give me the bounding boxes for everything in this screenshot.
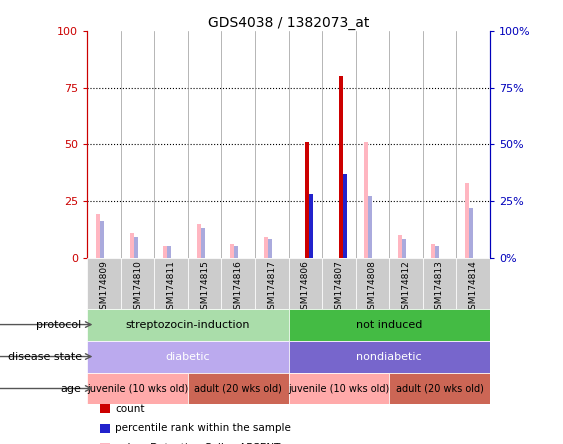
Bar [100, 443, 110, 444]
Text: adult (20 wks old): adult (20 wks old) [194, 384, 282, 393]
Bar [456, 31, 490, 258]
Bar [121, 258, 154, 309]
Bar [87, 373, 188, 404]
Text: nondiabetic: nondiabetic [356, 352, 422, 361]
Bar [200, 228, 205, 258]
Text: GSM174811: GSM174811 [167, 260, 176, 315]
Bar [435, 246, 440, 258]
Bar [289, 31, 322, 258]
Bar [339, 76, 343, 258]
Bar [398, 235, 402, 258]
Bar [255, 31, 289, 258]
Bar [322, 258, 356, 309]
Bar [100, 404, 110, 413]
Bar [230, 244, 234, 258]
Bar [133, 237, 137, 258]
Bar [368, 196, 372, 258]
Bar [431, 244, 435, 258]
Text: protocol: protocol [37, 320, 82, 329]
Title: GDS4038 / 1382073_at: GDS4038 / 1382073_at [208, 16, 369, 30]
Text: GSM174806: GSM174806 [301, 260, 310, 315]
Bar [234, 246, 238, 258]
Bar [87, 309, 289, 341]
Bar [87, 258, 121, 309]
Bar [87, 31, 121, 258]
Bar [221, 258, 255, 309]
Bar [289, 258, 322, 309]
Bar [389, 373, 490, 404]
Bar [87, 341, 289, 373]
Bar [196, 224, 200, 258]
Bar [423, 258, 456, 309]
Text: diabetic: diabetic [166, 352, 210, 361]
Text: juvenile (10 wks old): juvenile (10 wks old) [87, 384, 188, 393]
Bar [255, 258, 289, 309]
Bar [167, 246, 171, 258]
Bar [465, 183, 469, 258]
Bar [154, 258, 188, 309]
Text: GSM174816: GSM174816 [234, 260, 243, 315]
Bar [100, 221, 104, 258]
Bar [343, 174, 347, 258]
Text: adult (20 wks old): adult (20 wks old) [396, 384, 484, 393]
Bar [469, 208, 473, 258]
Bar [221, 31, 255, 258]
Bar [263, 237, 268, 258]
Bar [289, 341, 490, 373]
Bar [154, 31, 188, 258]
Bar [188, 258, 221, 309]
Bar [121, 31, 154, 258]
Bar [389, 31, 423, 258]
Text: GSM174817: GSM174817 [267, 260, 276, 315]
Bar [309, 194, 314, 258]
Bar [402, 239, 406, 258]
Bar [100, 424, 110, 432]
Bar [289, 373, 389, 404]
Text: juvenile (10 wks old): juvenile (10 wks old) [288, 384, 390, 393]
Bar [188, 373, 289, 404]
Text: age: age [61, 384, 82, 393]
Text: GSM174808: GSM174808 [368, 260, 377, 315]
Bar [389, 258, 423, 309]
Text: not induced: not induced [356, 320, 422, 329]
Text: disease state: disease state [7, 352, 82, 361]
Bar [289, 309, 490, 341]
Text: GSM174812: GSM174812 [401, 260, 410, 315]
Text: percentile rank within the sample: percentile rank within the sample [115, 424, 291, 433]
Bar [456, 258, 490, 309]
Bar [322, 31, 356, 258]
Bar [356, 31, 389, 258]
Text: GSM174813: GSM174813 [435, 260, 444, 315]
Bar [188, 31, 221, 258]
Bar [364, 142, 368, 258]
Bar [129, 233, 133, 258]
Text: GSM174814: GSM174814 [468, 260, 477, 315]
Text: streptozocin-induction: streptozocin-induction [126, 320, 250, 329]
Bar [423, 31, 456, 258]
Text: GSM174810: GSM174810 [133, 260, 142, 315]
Bar [96, 214, 100, 258]
Bar [305, 142, 309, 258]
Text: GSM174809: GSM174809 [100, 260, 109, 315]
Bar [163, 246, 167, 258]
Text: GSM174815: GSM174815 [200, 260, 209, 315]
Bar [356, 258, 389, 309]
Bar [268, 239, 272, 258]
Text: count: count [115, 404, 145, 414]
Text: GSM174807: GSM174807 [334, 260, 343, 315]
Text: value, Detection Call = ABSENT: value, Detection Call = ABSENT [115, 443, 281, 444]
